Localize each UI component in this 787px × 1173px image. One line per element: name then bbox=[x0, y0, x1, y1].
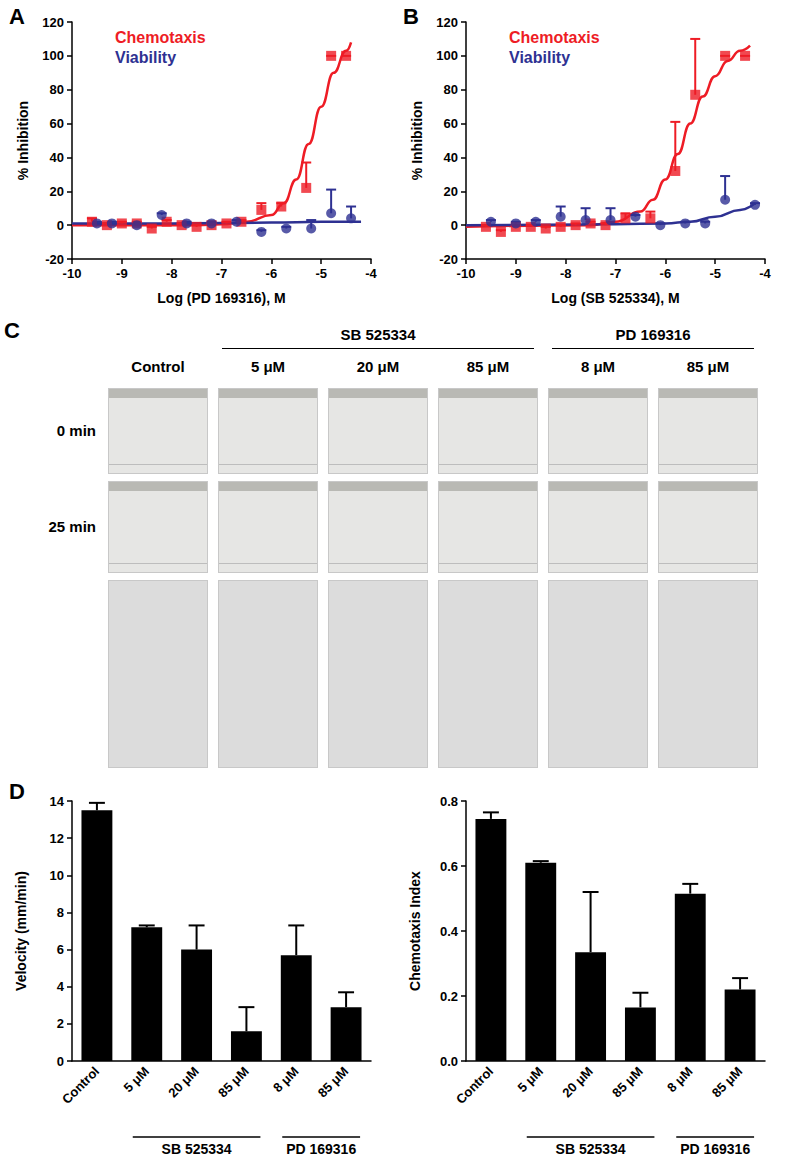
svg-text:Chemotaxis: Chemotaxis bbox=[509, 29, 600, 46]
svg-text:20 μM: 20 μM bbox=[559, 1064, 596, 1101]
svg-text:% Inhibition: % Inhibition bbox=[409, 101, 425, 180]
svg-text:0.2: 0.2 bbox=[440, 989, 458, 1004]
svg-text:40: 40 bbox=[50, 150, 64, 165]
html-text:C: C bbox=[4, 318, 20, 343]
svg-text:-8: -8 bbox=[166, 266, 178, 281]
html-text:20 μM: 20 μM bbox=[356, 358, 400, 375]
svg-text:% Inhibition: % Inhibition bbox=[15, 101, 31, 180]
svg-text:4: 4 bbox=[57, 979, 65, 994]
html-text:85 μM: 85 μM bbox=[466, 358, 510, 375]
html-text:Control: Control bbox=[131, 358, 185, 375]
svg-text:-10: -10 bbox=[457, 266, 476, 281]
svg-text:B: B bbox=[403, 4, 419, 29]
svg-text:PD 169316: PD 169316 bbox=[680, 1141, 750, 1157]
svg-text:6: 6 bbox=[57, 942, 64, 957]
html-text:8 μM: 8 μM bbox=[580, 358, 616, 375]
svg-text:SB 525334: SB 525334 bbox=[556, 1141, 626, 1157]
svg-text:Control: Control bbox=[453, 1064, 496, 1107]
html-text:SB 525334: SB 525334 bbox=[340, 326, 416, 343]
svg-text:0: 0 bbox=[57, 218, 64, 233]
svg-text:5 μM: 5 μM bbox=[121, 1064, 153, 1096]
html-text:5 μM: 5 μM bbox=[250, 358, 286, 375]
svg-text:-9: -9 bbox=[510, 266, 522, 281]
svg-text:40: 40 bbox=[444, 150, 458, 165]
svg-text:100: 100 bbox=[42, 48, 64, 63]
svg-text:-7: -7 bbox=[610, 266, 622, 281]
svg-text:-20: -20 bbox=[439, 252, 458, 267]
svg-text:Chemotaxis Index: Chemotaxis Index bbox=[407, 871, 423, 991]
svg-text:100: 100 bbox=[436, 48, 458, 63]
svg-text:-8: -8 bbox=[560, 266, 572, 281]
svg-text:Log (PD 169316), M: Log (PD 169316), M bbox=[157, 290, 285, 306]
svg-text:-9: -9 bbox=[116, 266, 128, 281]
svg-text:20 μM: 20 μM bbox=[165, 1064, 202, 1101]
svg-text:120: 120 bbox=[42, 15, 64, 30]
svg-text:Chemotaxis: Chemotaxis bbox=[115, 29, 206, 46]
svg-text:-4: -4 bbox=[365, 266, 377, 281]
svg-text:D: D bbox=[9, 779, 25, 804]
svg-text:60: 60 bbox=[50, 116, 64, 131]
svg-text:-4: -4 bbox=[759, 266, 771, 281]
svg-text:A: A bbox=[9, 4, 25, 29]
html-text:85 μM: 85 μM bbox=[686, 358, 730, 375]
svg-text:5 μM: 5 μM bbox=[515, 1064, 547, 1096]
svg-text:-7: -7 bbox=[216, 266, 228, 281]
svg-text:8 μM: 8 μM bbox=[664, 1064, 696, 1096]
svg-text:12: 12 bbox=[50, 831, 64, 846]
svg-text:10: 10 bbox=[50, 868, 64, 883]
svg-text:-5: -5 bbox=[709, 266, 721, 281]
svg-text:Control: Control bbox=[59, 1064, 102, 1107]
svg-text:-10: -10 bbox=[63, 266, 82, 281]
svg-text:Viability: Viability bbox=[509, 49, 570, 66]
svg-text:20: 20 bbox=[444, 184, 458, 199]
svg-text:120: 120 bbox=[436, 15, 458, 30]
svg-text:0.6: 0.6 bbox=[440, 859, 458, 874]
svg-text:85 μM: 85 μM bbox=[215, 1064, 252, 1101]
html-text:PD 169316: PD 169316 bbox=[615, 326, 691, 343]
svg-text:-5: -5 bbox=[315, 266, 327, 281]
html-text:0 min: 0 min bbox=[56, 422, 96, 439]
svg-text:Log (SB 525334), M: Log (SB 525334), M bbox=[551, 290, 679, 306]
svg-text:SB 525334: SB 525334 bbox=[162, 1141, 232, 1157]
svg-text:60: 60 bbox=[444, 116, 458, 131]
svg-text:2: 2 bbox=[57, 1016, 64, 1031]
svg-text:80: 80 bbox=[50, 82, 64, 97]
svg-text:Viability: Viability bbox=[115, 49, 176, 66]
svg-text:0.0: 0.0 bbox=[440, 1054, 458, 1069]
svg-text:85 μM: 85 μM bbox=[315, 1064, 352, 1101]
svg-text:0: 0 bbox=[57, 1054, 64, 1069]
svg-text:-20: -20 bbox=[45, 252, 64, 267]
svg-text:85 μM: 85 μM bbox=[609, 1064, 646, 1101]
svg-text:20: 20 bbox=[50, 184, 64, 199]
svg-text:8 μM: 8 μM bbox=[270, 1064, 302, 1096]
svg-text:14: 14 bbox=[50, 794, 65, 809]
svg-text:PD 169316: PD 169316 bbox=[286, 1141, 356, 1157]
svg-text:8: 8 bbox=[57, 905, 64, 920]
svg-text:0.4: 0.4 bbox=[440, 924, 459, 939]
svg-text:Velocity (mm/min): Velocity (mm/min) bbox=[13, 871, 29, 991]
svg-text:80: 80 bbox=[444, 82, 458, 97]
html-text:25 min: 25 min bbox=[48, 518, 96, 535]
svg-text:0: 0 bbox=[451, 218, 458, 233]
svg-text:-6: -6 bbox=[266, 266, 278, 281]
svg-text:85 μM: 85 μM bbox=[709, 1064, 746, 1101]
svg-text:0.8: 0.8 bbox=[440, 794, 458, 809]
svg-text:-6: -6 bbox=[660, 266, 672, 281]
